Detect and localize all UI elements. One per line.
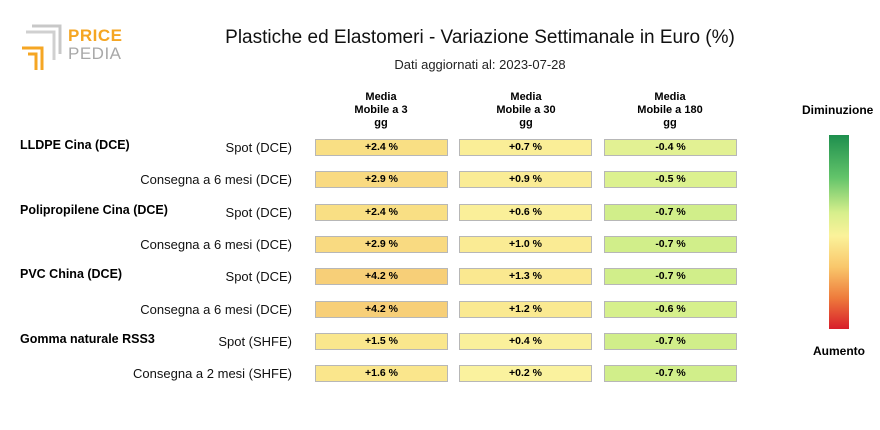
group-label: Polipropilene Cina (DCE) bbox=[20, 202, 168, 217]
value-cell: +4.2 % bbox=[315, 300, 448, 318]
row-label: Spot (DCE) bbox=[225, 204, 292, 220]
legend-label-increase: Aumento bbox=[813, 344, 865, 358]
value-cell: -0.4 % bbox=[604, 139, 737, 156]
group-label: Gomma naturale RSS3 bbox=[20, 331, 155, 346]
row-label: Spot (DCE) bbox=[225, 269, 292, 285]
row-label: Consegna a 6 mesi (DCE) bbox=[140, 172, 292, 188]
column-header: Media Mobile a 30 gg bbox=[456, 91, 596, 130]
legend-color-scale bbox=[829, 135, 849, 329]
value-cell: -0.6 % bbox=[604, 300, 737, 318]
value-cell: +2.9 % bbox=[315, 171, 448, 189]
column-header-line: gg bbox=[663, 117, 677, 129]
row-label: Consegna a 6 mesi (DCE) bbox=[140, 236, 292, 252]
column-header-line: Media bbox=[365, 91, 397, 103]
value-cell: +1.0 % bbox=[459, 235, 592, 253]
column-header-line: gg bbox=[519, 117, 533, 129]
legend-label-decrease: Diminuzione bbox=[802, 103, 874, 117]
group-label: LLDPE Cina (DCE) bbox=[20, 138, 130, 152]
value-cell: +0.6 % bbox=[459, 203, 592, 221]
value-cell: -0.7 % bbox=[604, 203, 737, 221]
value-cell: +4.2 % bbox=[315, 268, 448, 286]
value-cell: +0.4 % bbox=[459, 332, 592, 350]
value-cell: -0.7 % bbox=[604, 332, 737, 350]
column-header: Media Mobile a 3 gg bbox=[311, 91, 451, 130]
row-label: Consegna a 6 mesi (DCE) bbox=[140, 301, 292, 317]
column-header-line: Mobile a 3 bbox=[354, 104, 408, 116]
value-cell: +2.4 % bbox=[315, 203, 448, 221]
column-header-line: gg bbox=[374, 117, 388, 129]
logo-word-pedia: PEDIA bbox=[68, 44, 122, 63]
value-cell: +1.3 % bbox=[459, 268, 592, 286]
value-cell: +2.9 % bbox=[315, 235, 448, 253]
column-header-line: Media bbox=[654, 91, 686, 103]
row-label: Spot (SHFE) bbox=[218, 333, 292, 349]
logo-mark-icon bbox=[22, 24, 62, 70]
row-label: Spot (DCE) bbox=[225, 140, 292, 155]
chart-title: Plastiche ed Elastomeri - Variazione Set… bbox=[225, 27, 735, 48]
group-label: PVC China (DCE) bbox=[20, 267, 123, 282]
value-cell: +0.2 % bbox=[459, 365, 592, 383]
column-header-line: Mobile a 30 bbox=[496, 104, 556, 116]
column-header-line: Media bbox=[510, 91, 542, 103]
row-label: Consegna a 2 mesi (SHFE) bbox=[133, 366, 292, 382]
value-cell: +0.7 % bbox=[459, 139, 592, 156]
chart-subtitle: Dati aggiornati al: 2023-07-28 bbox=[394, 57, 566, 72]
value-cell: -0.7 % bbox=[604, 365, 737, 383]
value-cell: -0.7 % bbox=[604, 268, 737, 286]
value-cell: +1.5 % bbox=[315, 332, 448, 350]
column-header-line: Mobile a 180 bbox=[637, 104, 703, 116]
value-cell: +1.2 % bbox=[459, 300, 592, 318]
column-header: Media Mobile a 180 gg bbox=[600, 91, 740, 130]
value-cell: -0.7 % bbox=[604, 235, 737, 253]
logo-word-price: PRICE bbox=[68, 26, 123, 45]
value-cell: +2.4 % bbox=[315, 139, 448, 156]
pricepedia-logo: PRICE PEDIA bbox=[20, 24, 130, 74]
value-cell: +0.9 % bbox=[459, 171, 592, 189]
value-cell: +1.6 % bbox=[315, 365, 448, 383]
value-cell: -0.5 % bbox=[604, 171, 737, 189]
